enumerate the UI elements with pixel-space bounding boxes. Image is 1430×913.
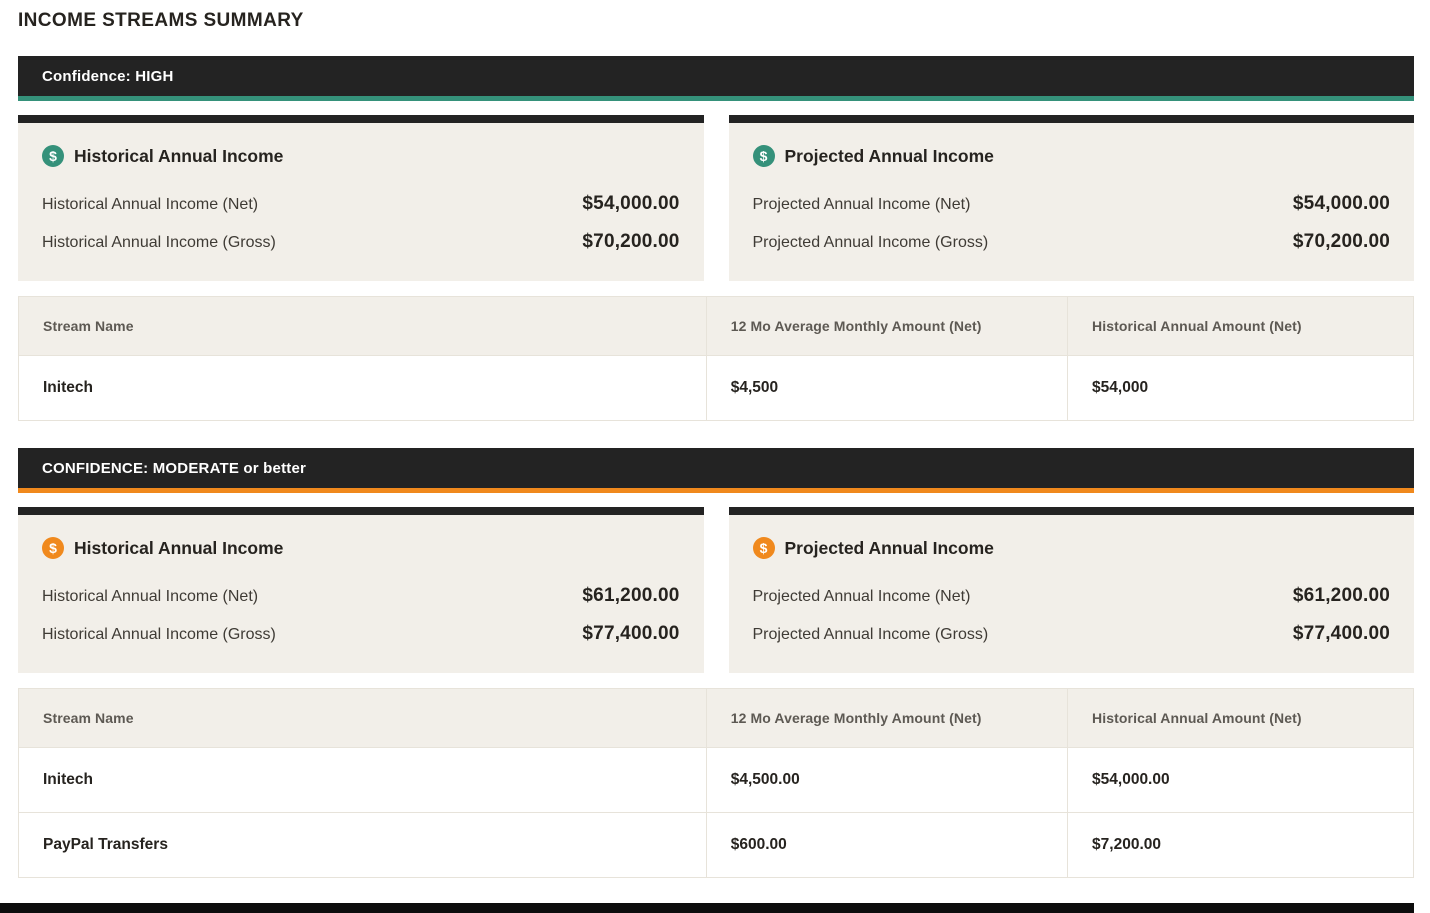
kv-label: Projected Annual Income (Net): [752, 196, 971, 213]
kv-label: Historical Annual Income (Net): [42, 588, 259, 605]
projected-annual-income-card-moderate: $ Projected Annual Income Projected Annu…: [728, 507, 1414, 673]
historical-annual-income-card-moderate: $ Historical Annual Income Historical An…: [18, 507, 704, 673]
table-row: Initech $4,500 $54,000: [18, 355, 1414, 421]
kv-row: Historical Annual Income (Net) $54,000.0…: [42, 193, 680, 215]
monthly-amount-cell: $4,500: [705, 355, 1069, 421]
kv-label: Projected Annual Income (Net): [752, 588, 971, 605]
summary-cards-high: $ Historical Annual Income Historical An…: [18, 115, 1414, 281]
page-title: INCOME STREAMS SUMMARY: [18, 10, 304, 31]
confidence-high-banner-label: Confidence: HIGH: [42, 67, 174, 85]
kv-value: $70,200.00: [1292, 231, 1390, 252]
card-title: Projected Annual Income: [784, 145, 994, 166]
summary-cards-moderate: $ Historical Annual Income Historical An…: [18, 507, 1414, 673]
stream-name-cell: Initech: [18, 747, 707, 813]
column-header-historical-annual: Historical Annual Amount (Net): [1067, 296, 1414, 356]
card-title: Historical Annual Income: [74, 537, 284, 558]
kv-label: Historical Annual Income (Gross): [42, 626, 276, 643]
dollar-circle-icon: $: [752, 145, 775, 167]
kv-value: $61,200.00: [582, 585, 680, 606]
kv-row: Projected Annual Income (Gross) $70,200.…: [753, 231, 1391, 253]
kv-row: Projected Annual Income (Gross) $77,400.…: [753, 623, 1391, 645]
kv-row: Historical Annual Income (Gross) $77,400…: [42, 623, 680, 645]
kv-value: $61,200.00: [1292, 585, 1390, 606]
annual-amount-cell: $7,200.00: [1067, 812, 1414, 878]
column-header-12mo-average: 12 Mo Average Monthly Amount (Net): [705, 296, 1069, 356]
confidence-moderate-banner-label: CONFIDENCE: MODERATE or better: [42, 459, 307, 477]
monthly-amount-cell: $600.00: [705, 812, 1069, 878]
kv-value: $70,200.00: [582, 231, 680, 252]
stream-name-cell: PayPal Transfers: [18, 812, 707, 878]
table-row: Initech $4,500.00 $54,000.00: [18, 747, 1414, 813]
kv-label: Projected Annual Income (Gross): [752, 626, 989, 643]
income-streams-table-high: Stream Name 12 Mo Average Monthly Amount…: [18, 296, 1414, 421]
table-header-row: Stream Name 12 Mo Average Monthly Amount…: [18, 688, 1414, 748]
kv-label: Projected Annual Income (Gross): [752, 234, 989, 251]
historical-annual-income-card-high: $ Historical Annual Income Historical An…: [18, 115, 704, 281]
bottom-edge-bar: [0, 903, 1414, 913]
income-streams-summary-page: INCOME STREAMS SUMMARY Confidence: HIGH …: [18, 10, 1414, 878]
column-header-stream-name: Stream Name: [18, 296, 707, 356]
stream-name-cell: Initech: [18, 355, 707, 421]
kv-value: $77,400.00: [1292, 623, 1390, 644]
kv-row: Projected Annual Income (Net) $54,000.00: [753, 193, 1391, 215]
section-confidence-high: Confidence: HIGH $ Historical Annual Inc…: [18, 56, 1414, 421]
annual-amount-cell: $54,000: [1067, 355, 1414, 421]
confidence-high-banner: Confidence: HIGH: [18, 56, 1414, 101]
kv-value: $54,000.00: [1292, 193, 1390, 214]
dollar-circle-icon: $: [752, 537, 775, 559]
kv-value: $77,400.00: [582, 623, 680, 644]
projected-annual-income-card-high: $ Projected Annual Income Projected Annu…: [728, 115, 1414, 281]
card-title-row: $ Projected Annual Income: [752, 145, 1391, 167]
income-streams-table-moderate: Stream Name 12 Mo Average Monthly Amount…: [18, 688, 1414, 878]
kv-label: Historical Annual Income (Net): [42, 196, 259, 213]
card-title-row: $ Historical Annual Income: [42, 145, 680, 167]
column-header-12mo-average: 12 Mo Average Monthly Amount (Net): [705, 688, 1069, 748]
dollar-circle-icon: $: [42, 537, 64, 559]
card-title-row: $ Historical Annual Income: [42, 537, 680, 559]
dollar-circle-icon: $: [42, 145, 64, 167]
card-title: Projected Annual Income: [784, 537, 994, 558]
table-header-row: Stream Name 12 Mo Average Monthly Amount…: [18, 296, 1414, 356]
kv-row: Historical Annual Income (Gross) $70,200…: [42, 231, 680, 253]
card-title: Historical Annual Income: [74, 145, 284, 166]
column-header-historical-annual: Historical Annual Amount (Net): [1067, 688, 1414, 748]
table-row: PayPal Transfers $600.00 $7,200.00: [18, 812, 1414, 878]
column-header-stream-name: Stream Name: [18, 688, 707, 748]
kv-value: $54,000.00: [582, 193, 680, 214]
kv-label: Historical Annual Income (Gross): [42, 234, 276, 251]
section-confidence-moderate: CONFIDENCE: MODERATE or better $ Histori…: [18, 448, 1414, 878]
annual-amount-cell: $54,000.00: [1067, 747, 1414, 813]
kv-row: Historical Annual Income (Net) $61,200.0…: [42, 585, 680, 607]
monthly-amount-cell: $4,500.00: [705, 747, 1069, 813]
kv-row: Projected Annual Income (Net) $61,200.00: [753, 585, 1391, 607]
card-title-row: $ Projected Annual Income: [752, 537, 1391, 559]
confidence-moderate-banner: CONFIDENCE: MODERATE or better: [18, 448, 1414, 493]
